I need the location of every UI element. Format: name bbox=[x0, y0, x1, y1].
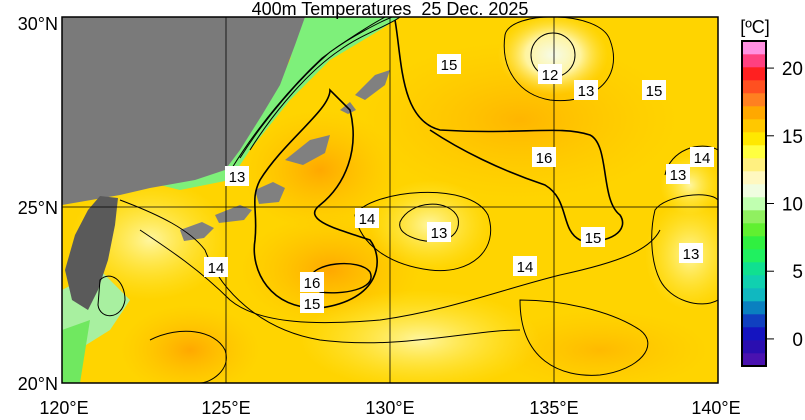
contour-label: 14 bbox=[513, 256, 537, 276]
lon-label: 130°E bbox=[365, 398, 414, 418]
contour-label: 16 bbox=[300, 272, 324, 292]
lon-label: 140°E bbox=[691, 398, 740, 418]
contour-label: 14 bbox=[355, 208, 379, 228]
contour-label: 16 bbox=[532, 147, 556, 167]
colorbar-bin bbox=[742, 158, 766, 172]
map-area bbox=[62, 17, 718, 383]
contour-label: 15 bbox=[581, 227, 605, 247]
contour-label-text: 15 bbox=[304, 296, 321, 313]
contour-label-text: 14 bbox=[359, 211, 376, 228]
lat-label: 25°N bbox=[18, 198, 58, 218]
colorbar-bin bbox=[742, 262, 766, 276]
contour-label: 14 bbox=[204, 257, 228, 277]
colorbar-tick-label: 20 bbox=[782, 59, 803, 80]
contour-label-text: 14 bbox=[694, 150, 711, 167]
lon-label: 120°E bbox=[39, 398, 88, 418]
contour-label-text: 13 bbox=[670, 167, 687, 184]
contour-label-text: 14 bbox=[208, 260, 225, 277]
colorbar-tick-label: 5 bbox=[792, 262, 803, 283]
contour-label-text: 15 bbox=[441, 57, 458, 74]
colorbar-bin bbox=[742, 275, 766, 289]
contour-label-text: 13 bbox=[431, 225, 448, 242]
colorbar-bin bbox=[742, 340, 766, 354]
colorbar-bin bbox=[742, 301, 766, 315]
colorbar-bin bbox=[742, 54, 766, 68]
colorbar-bin bbox=[742, 119, 766, 133]
contour-label: 13 bbox=[427, 222, 451, 242]
colorbar-bin bbox=[742, 41, 766, 55]
lat-label: 20°N bbox=[18, 374, 58, 394]
lat-label: 30°N bbox=[18, 14, 58, 34]
colorbar-bin bbox=[742, 106, 766, 120]
map-frame bbox=[61, 16, 719, 384]
colorbar-bin bbox=[742, 353, 766, 367]
colorbar-bin bbox=[742, 223, 766, 237]
contour-label: 14 bbox=[690, 147, 714, 167]
map-title: 400m Temperatures 25 Dec. 2025 bbox=[252, 0, 529, 19]
colorbar-tick-label: 10 bbox=[782, 195, 803, 216]
contour-label-text: 15 bbox=[646, 83, 663, 100]
contour-label: 13 bbox=[666, 164, 690, 184]
contour-label: 13 bbox=[574, 80, 598, 100]
colorbar-bin bbox=[742, 171, 766, 185]
colorbar-unit: [ºC] bbox=[740, 17, 770, 37]
ryukyu-islands bbox=[180, 70, 390, 241]
contour-label-text: 16 bbox=[536, 150, 553, 167]
contour-label-text: 16 bbox=[304, 275, 321, 292]
colorbar-bin bbox=[742, 197, 766, 211]
colorbar-bin bbox=[742, 314, 766, 328]
colorbar-bin bbox=[742, 236, 766, 250]
graticule bbox=[62, 17, 718, 383]
contour-label: 13 bbox=[679, 243, 703, 263]
contour-label-text: 13 bbox=[229, 169, 246, 186]
colorbar bbox=[741, 40, 767, 367]
taiwan bbox=[65, 196, 118, 310]
colorbar-bin bbox=[742, 327, 766, 341]
colorbar-ticks: 20 15 10 5 0 bbox=[766, 59, 803, 351]
latitude-labels: 30°N 25°N 20°N bbox=[18, 14, 58, 394]
contour-label-text: 15 bbox=[585, 230, 602, 247]
colorbar-bin bbox=[742, 184, 766, 198]
lon-label: 135°E bbox=[529, 398, 578, 418]
colorbar-bin bbox=[742, 249, 766, 263]
contour-label: 15 bbox=[437, 54, 461, 74]
contour-label: 12 bbox=[538, 64, 562, 84]
colorbar-tick-label: 15 bbox=[782, 127, 803, 148]
lon-label: 125°E bbox=[201, 398, 250, 418]
contour-label: 13 bbox=[225, 166, 249, 186]
mainland-china bbox=[62, 17, 305, 205]
contour-label-text: 13 bbox=[578, 83, 595, 100]
contour-label-text: 12 bbox=[542, 67, 559, 84]
contour-label: 15 bbox=[642, 80, 666, 100]
contour-label-text: 14 bbox=[517, 259, 534, 276]
contour-label: 15 bbox=[300, 293, 324, 313]
colorbar-bin bbox=[742, 145, 766, 159]
colorbar-bin bbox=[742, 132, 766, 146]
colorbar-bin bbox=[742, 288, 766, 302]
contour-label-text: 13 bbox=[683, 246, 700, 263]
colorbar-bin bbox=[742, 67, 766, 81]
colorbar-bin bbox=[742, 210, 766, 224]
colorbar-tick-label: 0 bbox=[792, 330, 803, 351]
colorbar-bin bbox=[742, 93, 766, 107]
colorbar-bin bbox=[742, 80, 766, 94]
longitude-labels: 120°E 125°E 130°E 135°E 140°E bbox=[39, 398, 740, 418]
contour-labels: 15 12 13 15 16 14 13 13 14 13 15 14 14 13 16 15 bbox=[204, 54, 714, 313]
